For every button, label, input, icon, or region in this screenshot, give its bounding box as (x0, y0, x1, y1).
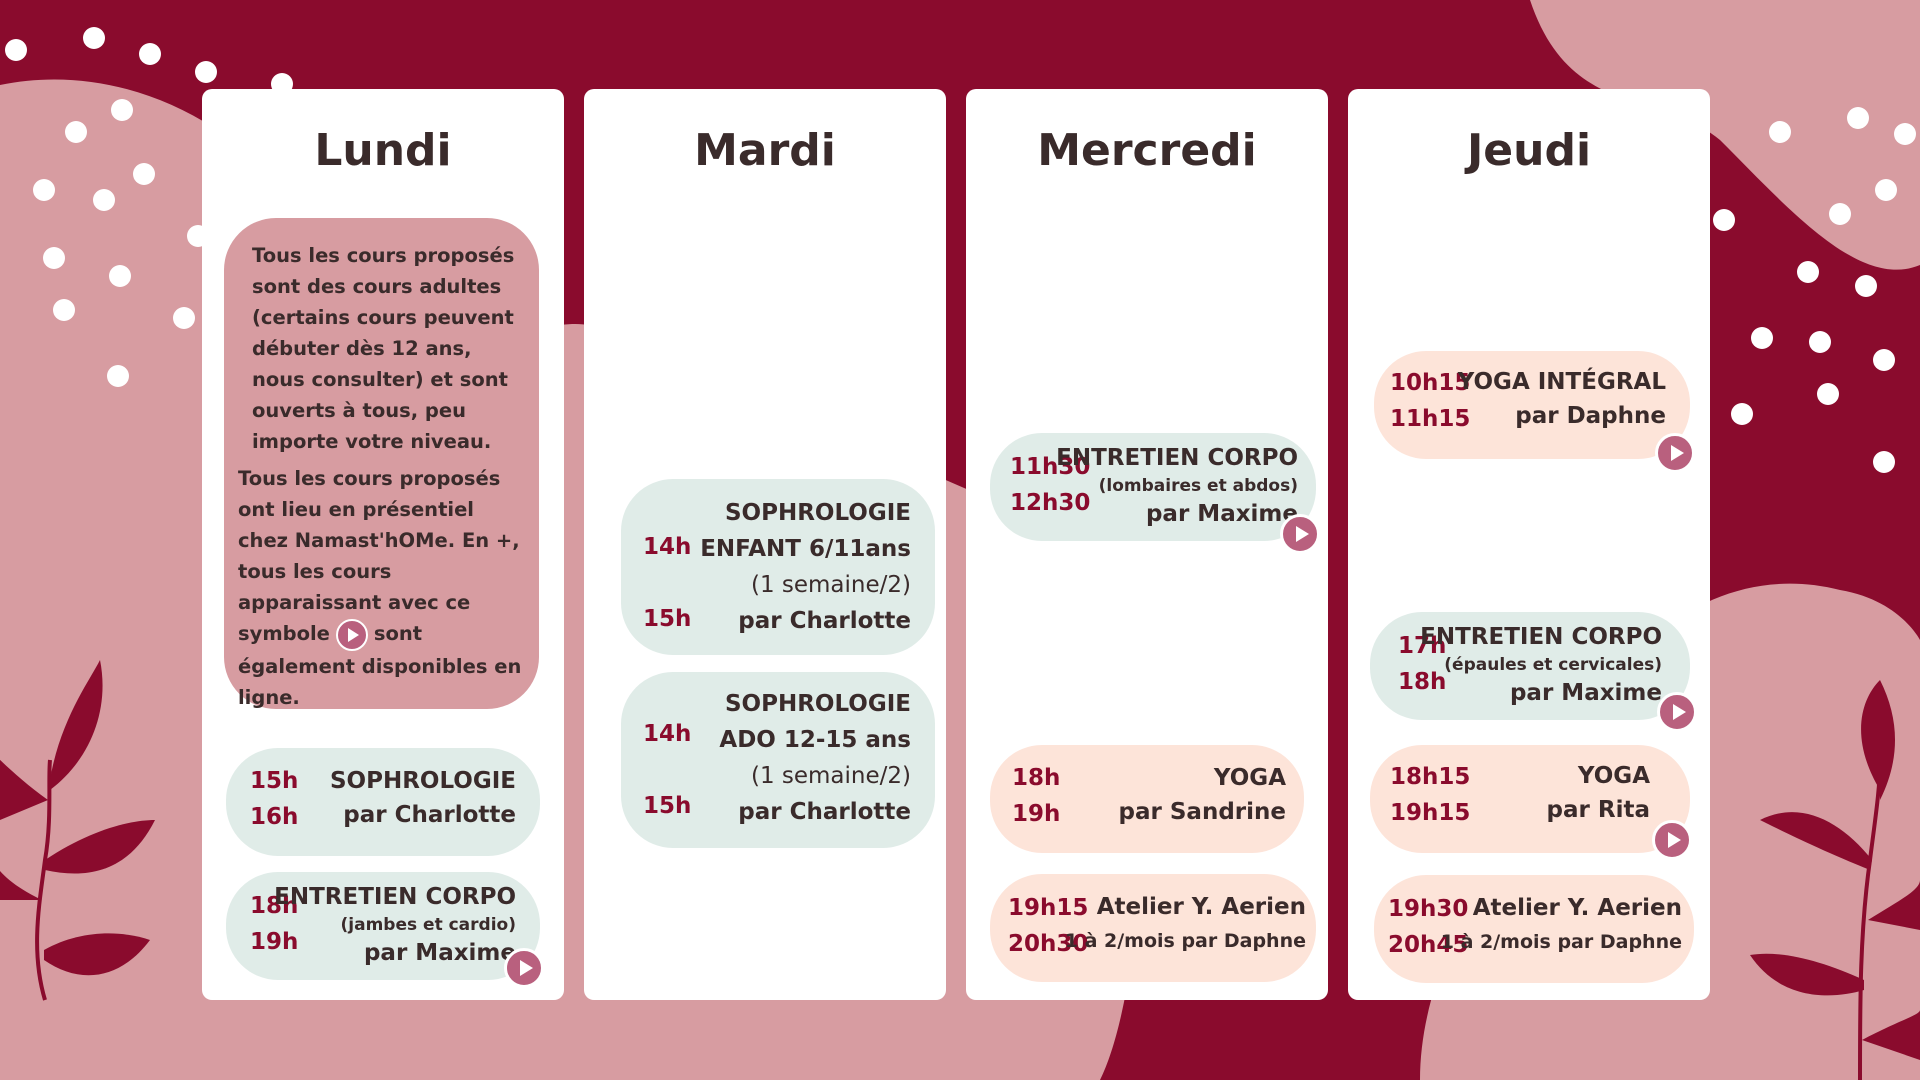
class-name: ENTRETIEN CORPO (1056, 445, 1298, 471)
play-icon[interactable] (1652, 820, 1692, 860)
end-time: 11h15 (1390, 406, 1471, 432)
end-time: 16h (250, 804, 299, 830)
start-time: 18h15 (1390, 764, 1471, 790)
info-text-online: Tous les cours proposés ont lieu en prés… (238, 467, 522, 709)
end-time: 15h (643, 793, 692, 819)
class-audience: ENFANT 6/11ans (700, 536, 911, 562)
start-time: 18h (1012, 765, 1061, 791)
start-time: 10h15 (1390, 370, 1471, 396)
class-card[interactable]: 19h15 20h30 Atelier Y. Aerien 1 à 2/mois… (990, 874, 1316, 982)
end-time: 15h (643, 606, 692, 632)
day-title: Mardi (694, 125, 836, 176)
info-card: Tous les cours proposés sont des cours a… (224, 218, 539, 709)
class-detail: (épaules et cervicales) (1444, 655, 1662, 675)
class-name: YOGA INTÉGRAL (1457, 369, 1666, 395)
play-icon[interactable] (1280, 514, 1320, 554)
end-time: 19h (1012, 801, 1061, 827)
class-card[interactable]: 14h 15h SOPHROLOGIE ENFANT 6/11ans (1 se… (621, 479, 935, 655)
day-column-jeudi: Jeudi 10h15 11h15 YOGA INTÉGRAL par Daph… (1348, 89, 1710, 1000)
start-time: 14h (643, 721, 692, 747)
class-card[interactable]: 18h 19h YOGA par Sandrine (990, 745, 1304, 853)
teacher: 1 à 2/mois par Daphne (1064, 930, 1306, 952)
start-time: 18h (250, 893, 299, 919)
class-detail: (jambes et cardio) (340, 915, 516, 935)
teacher: par Charlotte (738, 799, 911, 825)
day-title: Mercredi (1037, 125, 1257, 176)
class-detail: (lombaires et abdos) (1098, 476, 1298, 496)
teacher: par Maxime (1145, 501, 1298, 527)
class-name: SOPHROLOGIE (724, 691, 911, 717)
end-time: 19h (250, 929, 299, 955)
class-name: Atelier Y. Aerien (1472, 895, 1682, 921)
day-column-lundi: Lundi Tous les cours proposés sont des c… (202, 89, 564, 1000)
end-time: 12h30 (1010, 490, 1091, 516)
top-right-pink-blob (1530, 0, 1920, 270)
class-audience: ADO 12-15 ans (719, 727, 911, 753)
play-icon[interactable] (1655, 433, 1695, 473)
leaf-icon-left (0, 660, 155, 1001)
class-name: YOGA (1577, 763, 1650, 789)
day-title: Jeudi (1466, 125, 1592, 176)
class-frequency: (1 semaine/2) (750, 572, 911, 598)
dots-top-left (5, 27, 293, 387)
play-icon[interactable] (1657, 692, 1697, 732)
class-card[interactable]: 17h 18h ENTRETIEN CORPO (épaules et cerv… (1370, 612, 1697, 732)
class-card[interactable]: 14h 15h SOPHROLOGIE ADO 12-15 ans (1 sem… (621, 672, 935, 848)
class-name: YOGA (1213, 765, 1286, 791)
play-icon[interactable] (504, 948, 544, 988)
class-name: ENTRETIEN CORPO (274, 884, 516, 910)
day-column-mardi: Mardi 14h 15h SOPHROLOGIE ENFANT 6/11ans… (584, 89, 946, 1000)
class-card[interactable]: 18h 19h ENTRETIEN CORPO (jambes et cardi… (226, 872, 544, 988)
teacher: 1 à 2/mois par Daphne (1440, 931, 1682, 953)
teacher: par Charlotte (738, 608, 911, 634)
dots-right (1713, 107, 1916, 473)
end-time: 18h (1398, 669, 1447, 695)
teacher: par Maxime (1509, 680, 1662, 706)
start-time: 11h30 (1010, 454, 1091, 480)
end-time: 20h45 (1388, 932, 1469, 958)
class-name: SOPHROLOGIE (724, 500, 911, 526)
teacher: par Charlotte (343, 802, 516, 828)
day-title: Lundi (314, 125, 452, 176)
start-time: 19h30 (1388, 896, 1469, 922)
start-time: 15h (250, 768, 299, 794)
teacher: par Maxime (363, 940, 516, 966)
leaf-icon-right (1750, 680, 1920, 1080)
class-card[interactable]: 11h30 12h30 ENTRETIEN CORPO (lombaires e… (990, 433, 1320, 554)
class-card[interactable]: 15h 16h SOPHROLOGIE par Charlotte (226, 748, 540, 856)
teacher: par Sandrine (1118, 799, 1286, 825)
class-name: SOPHROLOGIE (329, 768, 516, 794)
class-card[interactable]: 18h15 19h15 YOGA par Rita (1370, 745, 1692, 860)
class-frequency: (1 semaine/2) (750, 763, 911, 789)
class-card[interactable]: 10h15 11h15 YOGA INTÉGRAL par Daphne (1374, 351, 1695, 473)
start-time: 17h (1398, 633, 1447, 659)
end-time: 20h30 (1008, 931, 1089, 957)
class-name: ENTRETIEN CORPO (1420, 624, 1662, 650)
play-icon (335, 618, 368, 651)
start-time: 19h15 (1008, 895, 1089, 921)
class-card[interactable]: 19h30 20h45 Atelier Y. Aerien 1 à 2/mois… (1374, 875, 1694, 983)
info-text-adults: Tous les cours proposés sont des cours a… (252, 244, 515, 453)
day-column-mercredi: Mercredi 11h30 12h30 ENTRETIEN CORPO (lo… (966, 89, 1328, 1000)
teacher: par Daphne (1515, 403, 1666, 429)
teacher: par Rita (1546, 797, 1650, 823)
end-time: 19h15 (1390, 800, 1471, 826)
start-time: 14h (643, 534, 692, 560)
class-name: Atelier Y. Aerien (1096, 894, 1306, 920)
